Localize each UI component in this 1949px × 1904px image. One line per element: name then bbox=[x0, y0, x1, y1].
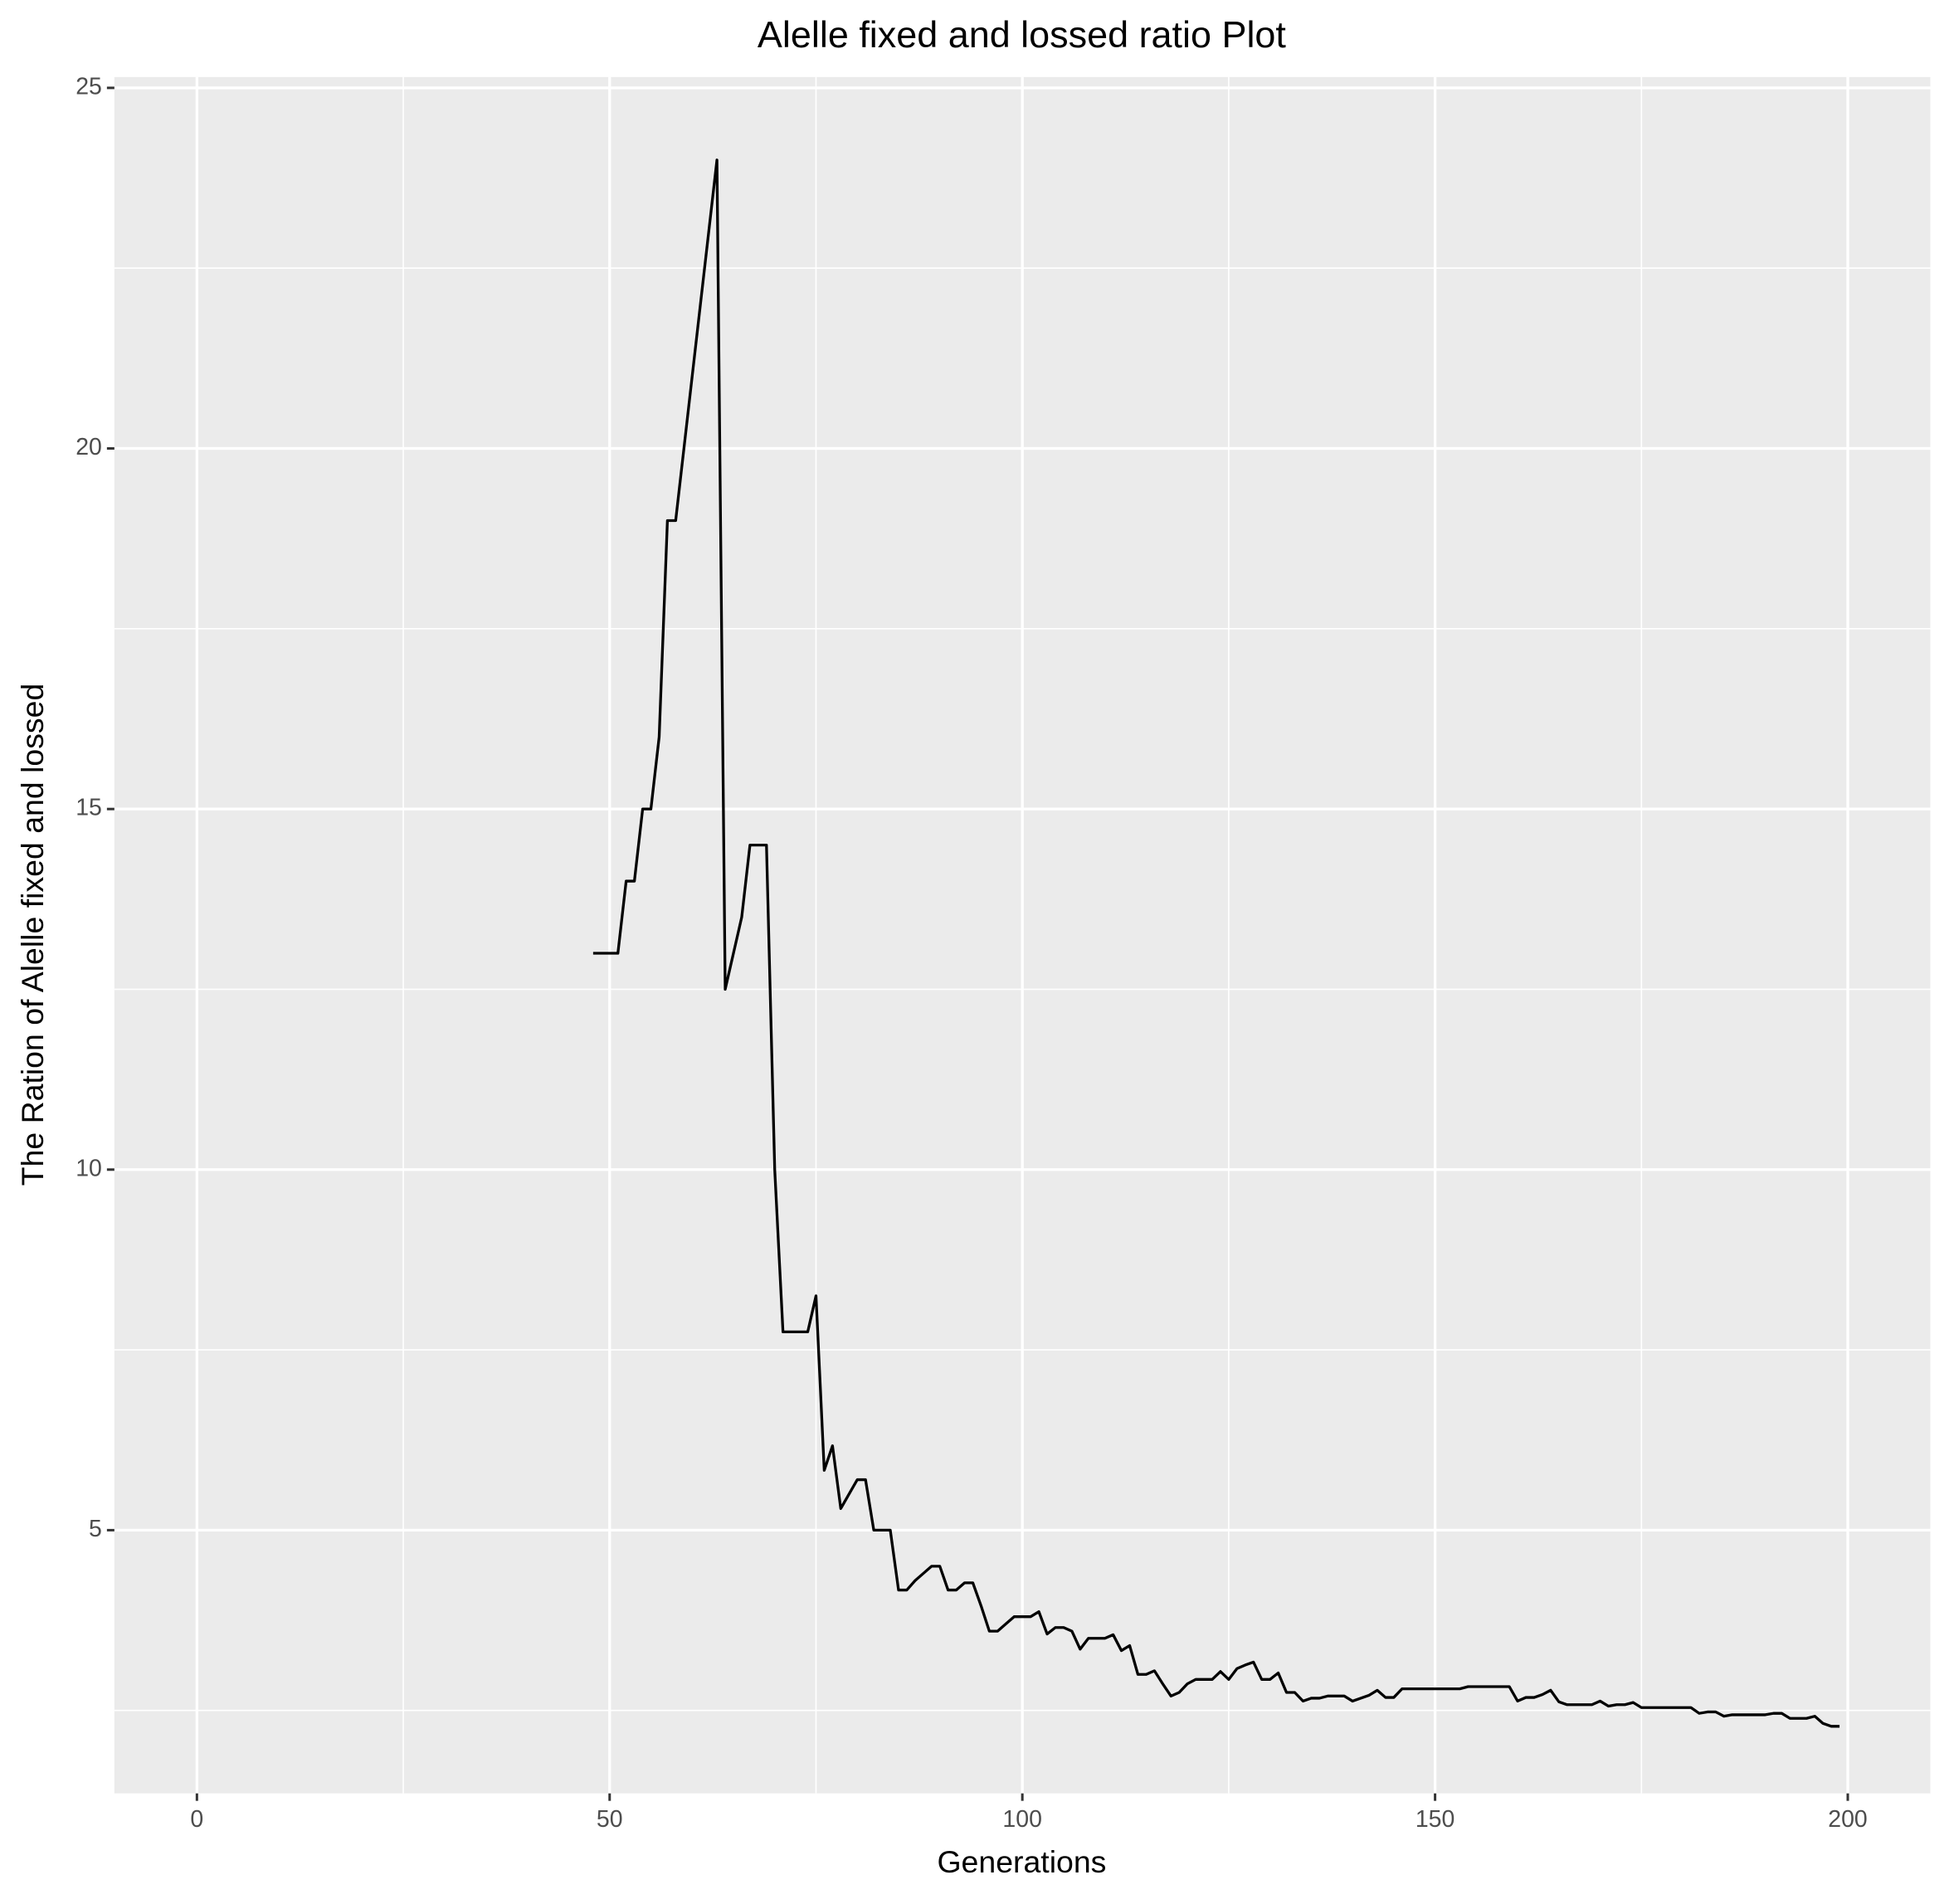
data-line bbox=[592, 158, 1840, 1728]
y-axis-title: The Ration of Alelle fixed and lossed bbox=[15, 684, 50, 1186]
chart-title: Alelle fixed and lossed ratio Plot bbox=[758, 13, 1286, 56]
y-tick-label: 10 bbox=[76, 1155, 102, 1181]
x-tick-label: 50 bbox=[597, 1806, 623, 1833]
x-tick-label: 150 bbox=[1415, 1806, 1454, 1833]
y-tick-label: 5 bbox=[89, 1516, 102, 1542]
x-tick-label: 100 bbox=[1002, 1806, 1041, 1833]
y-tick-label: 15 bbox=[76, 795, 102, 821]
x-tick-label: 0 bbox=[190, 1806, 203, 1833]
y-tick-label: 20 bbox=[76, 434, 102, 460]
y-tick-label: 25 bbox=[76, 73, 102, 100]
x-tick-label: 200 bbox=[1828, 1806, 1867, 1833]
x-axis-title: Generations bbox=[937, 1844, 1106, 1879]
